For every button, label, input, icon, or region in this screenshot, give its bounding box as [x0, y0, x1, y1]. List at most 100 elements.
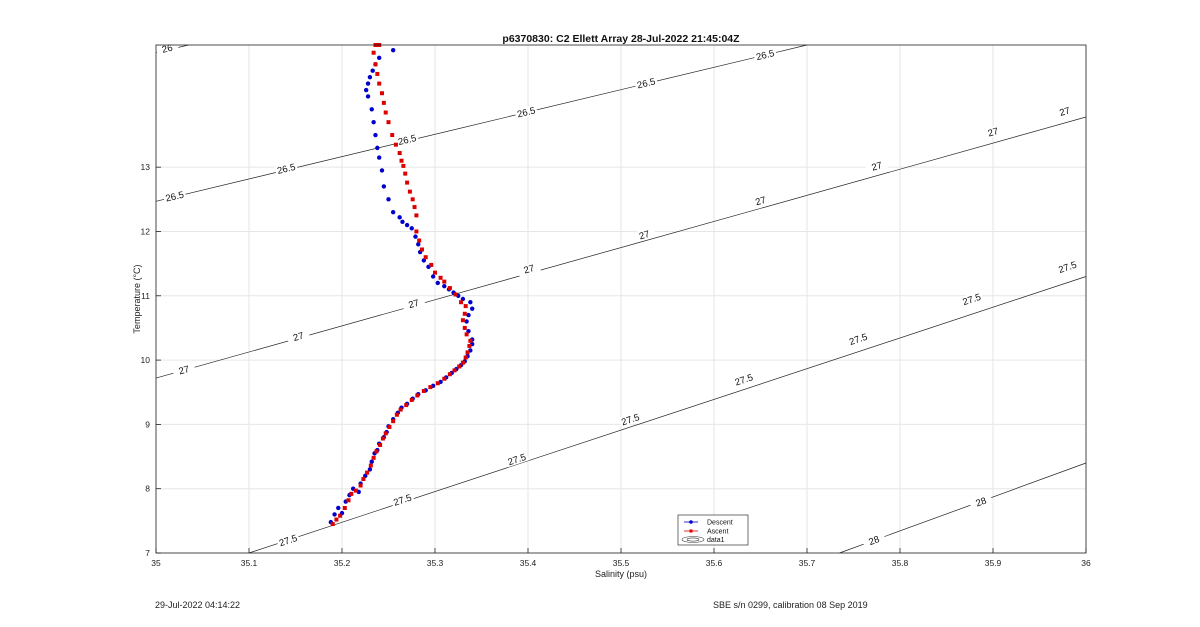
descent-point: [466, 328, 471, 334]
ascent-point: [387, 424, 392, 429]
ascent-point: [433, 270, 437, 275]
y-axis-label: Temperature (°C): [132, 264, 142, 333]
x-tick-label: 36: [1081, 558, 1091, 568]
x-tick-label: 35.7: [799, 558, 816, 568]
contour-label-bg: [504, 450, 529, 468]
ascent-point: [368, 463, 373, 468]
descent-point: [336, 505, 341, 511]
ascent-point: [447, 372, 452, 377]
contour-label-bg: [731, 371, 756, 388]
x-tick-label: 35.5: [613, 558, 630, 568]
ascent-point: [394, 412, 399, 417]
legend-descent-label: Descent: [707, 520, 733, 527]
descent-point: [413, 234, 418, 239]
contour-label-bg: [632, 226, 657, 243]
sigma-contour-26.5: [155, 44, 808, 202]
ascent-point: [435, 381, 440, 386]
legend-data1-label: data1: [707, 537, 725, 544]
ascent-point: [415, 393, 420, 398]
contour-label-bg: [864, 158, 889, 174]
ascent-point: [407, 189, 412, 194]
ascent-point: [386, 120, 391, 125]
y-tick-label: 11: [141, 291, 150, 301]
descent-point: [442, 283, 447, 289]
ascent-point: [397, 151, 402, 156]
contour-label: 26.5: [636, 76, 657, 91]
contour-label-bg: [618, 411, 643, 428]
contour-label-bg: [395, 132, 419, 147]
descent-point: [367, 467, 373, 472]
descent-point: [390, 47, 396, 53]
ascent-point: [373, 62, 378, 67]
legend-data1-icon-inner: [686, 537, 700, 542]
contour-label-bg: [516, 260, 541, 277]
descent-point: [379, 168, 385, 173]
descent-point: [470, 306, 475, 311]
ascent-point: [381, 100, 386, 105]
ascent-point: [453, 292, 458, 297]
descent-point: [381, 184, 387, 189]
ascent-point: [423, 255, 428, 260]
ascent-point: [468, 338, 473, 343]
x-tick-label: 35.2: [334, 558, 351, 568]
contour-label-bg: [968, 493, 993, 511]
y-tick-label: 12: [141, 226, 151, 236]
descent-point: [375, 145, 380, 151]
ascent-point: [447, 286, 452, 291]
descent-point: [464, 319, 469, 324]
ascent-point: [379, 91, 384, 96]
contour-label: 26.5: [516, 105, 537, 120]
ascent-point: [414, 229, 419, 234]
contour-label: 27.5: [392, 492, 413, 508]
x-tick-label: 35.1: [241, 558, 258, 568]
descent-point: [371, 119, 376, 125]
descent-point: [367, 74, 373, 80]
ascent-point: [391, 419, 396, 424]
ascent-point: [409, 397, 414, 402]
descent-point: [386, 197, 391, 202]
legend-ascent-label: Ascent: [707, 529, 728, 536]
descent-point: [363, 87, 369, 93]
contour-label-bg: [401, 295, 426, 312]
descent-point: [370, 68, 375, 73]
ascent-point: [401, 163, 406, 168]
ascent-point: [383, 431, 388, 436]
y-tick-label: 8: [145, 484, 150, 494]
ascent-point: [459, 300, 464, 305]
contour-label-bg: [171, 361, 196, 378]
contour-label: 28: [867, 534, 881, 548]
descent-point: [468, 300, 473, 305]
contour-label: 26.5: [755, 48, 776, 63]
contour-label: 26.5: [276, 162, 297, 177]
contour-label-bg: [959, 290, 984, 308]
sigma-contour-27.5: [248, 276, 1087, 554]
ascent-point: [405, 180, 410, 185]
ascent-point: [421, 388, 426, 393]
contour-label: 27: [987, 126, 1000, 139]
descent-point: [409, 226, 414, 231]
ascent-point: [390, 133, 395, 138]
ascent-point: [338, 513, 343, 518]
x-tick-label: 35: [151, 558, 161, 568]
ascent-point: [463, 304, 468, 309]
ascent-point: [417, 238, 422, 243]
ascent-point: [353, 488, 358, 493]
contour-label: 26.5: [165, 190, 186, 205]
contour-label: 26: [161, 43, 174, 56]
contour-label: 27: [870, 160, 883, 173]
contour-label: 27: [178, 364, 191, 377]
descent-point: [365, 94, 371, 99]
ascent-point: [467, 343, 472, 348]
x-tick-label: 35.6: [706, 558, 723, 568]
x-tick-label: 35.8: [892, 558, 909, 568]
contour-label: 27: [523, 263, 536, 276]
contour-label-bg: [861, 531, 887, 549]
ascent-point: [442, 376, 447, 381]
x-tick-label: 35.9: [985, 558, 1002, 568]
ascent-point: [464, 332, 469, 337]
descent-point: [404, 222, 410, 228]
descent-point: [460, 296, 466, 302]
ascent-point: [465, 350, 470, 355]
